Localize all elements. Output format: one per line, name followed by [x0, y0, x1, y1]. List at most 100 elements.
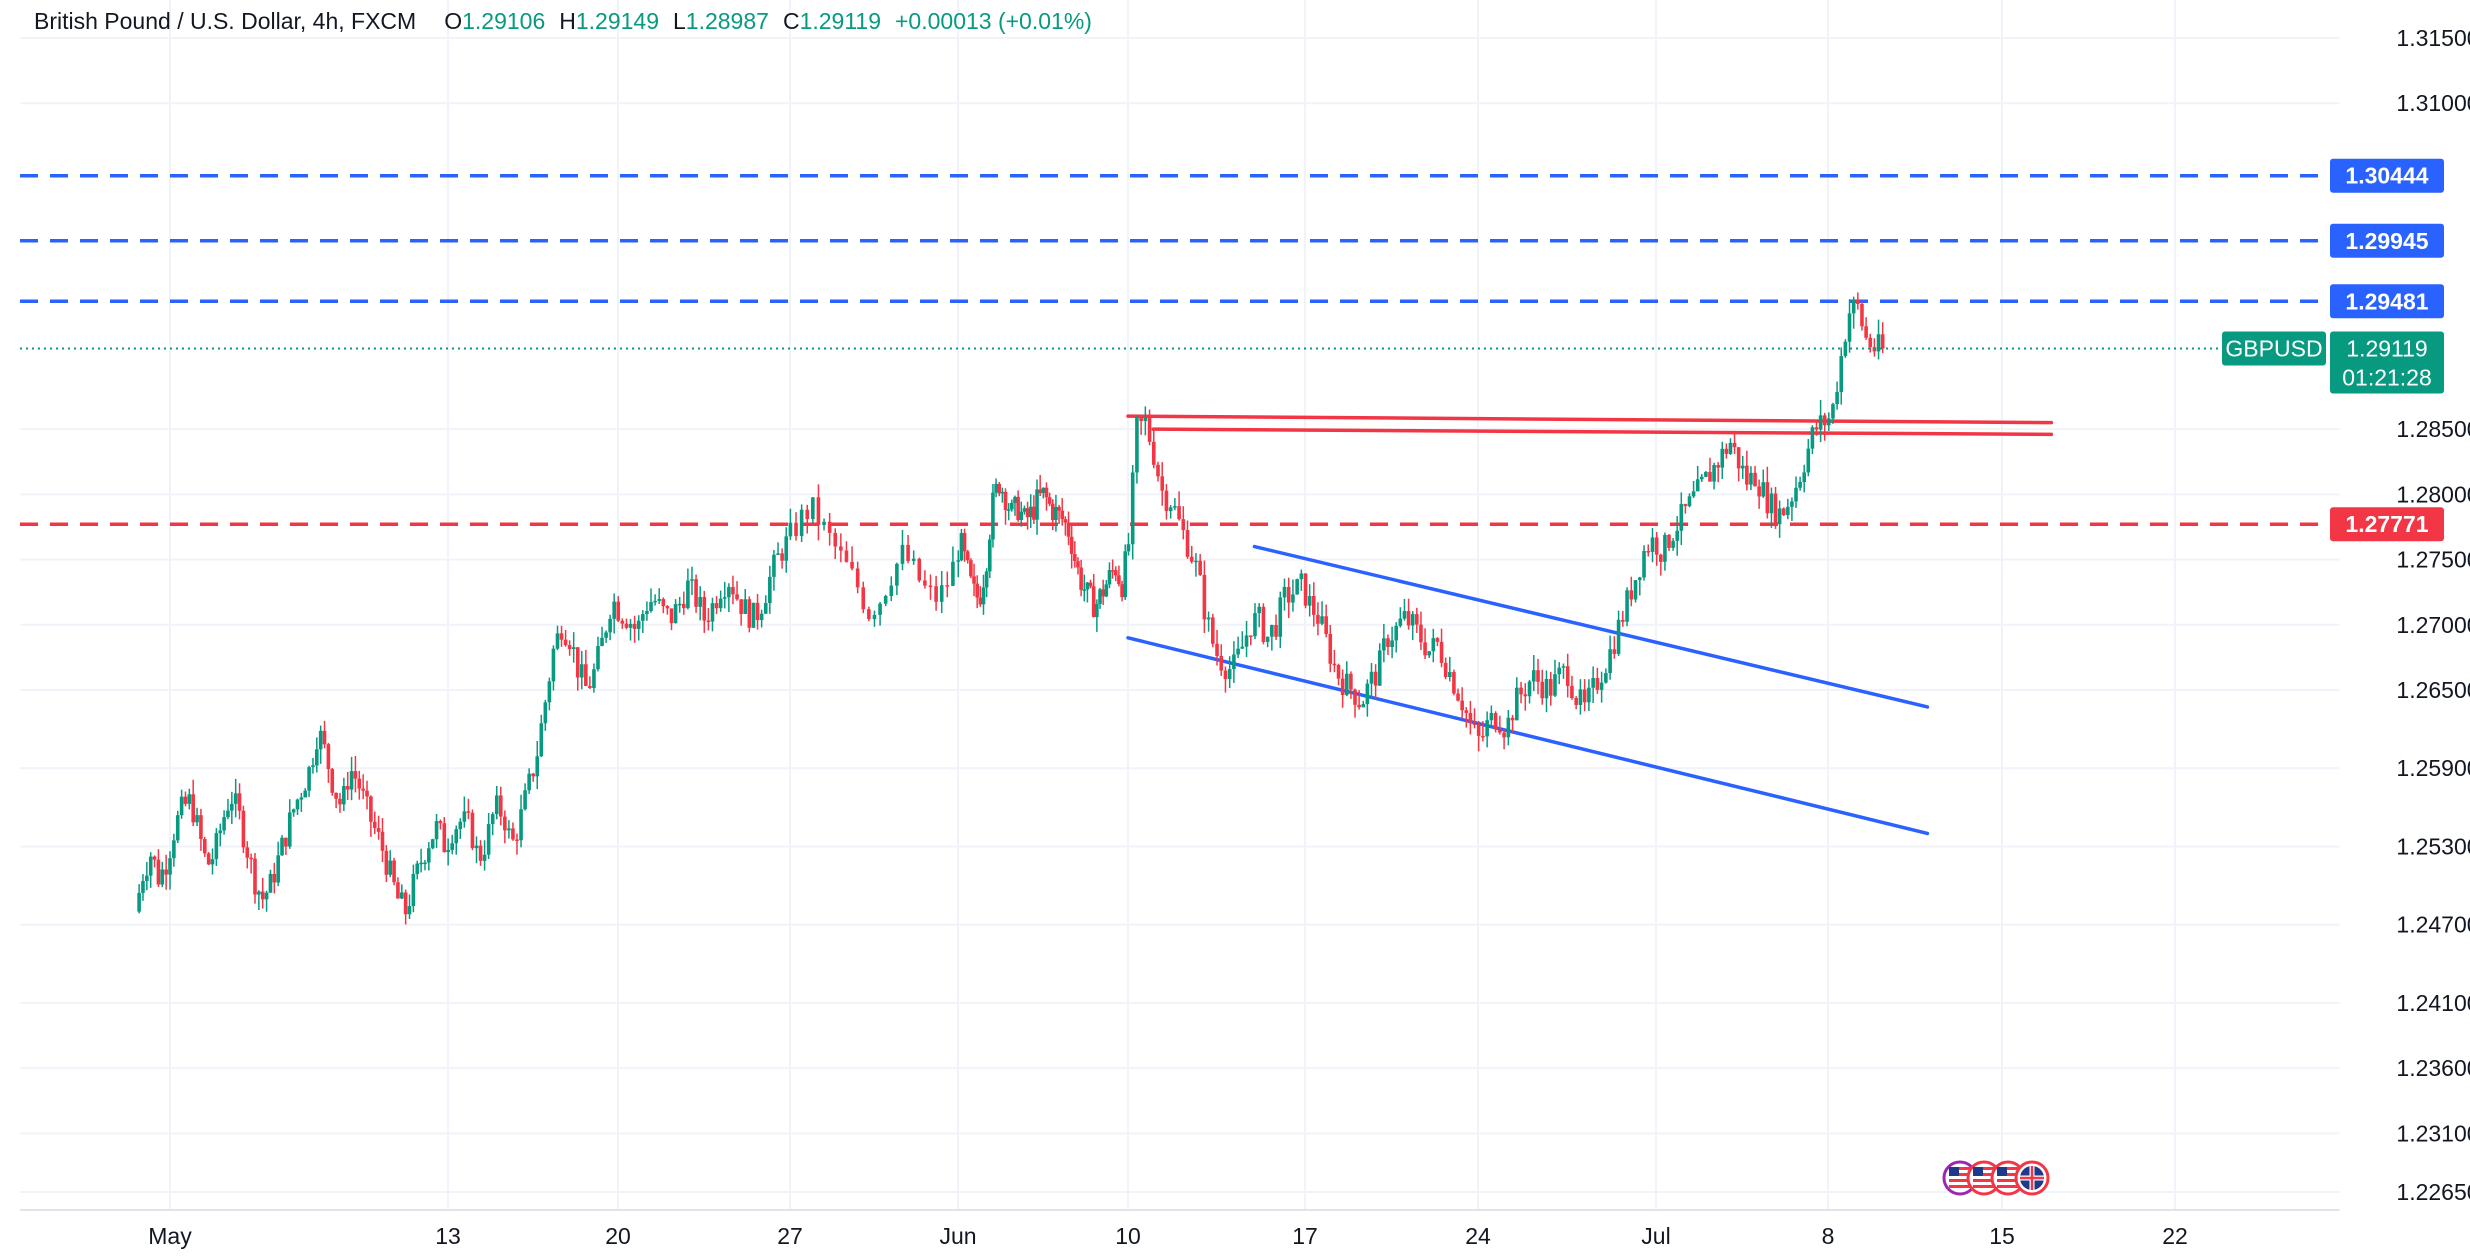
- trend-line[interactable]: [1151, 427, 2054, 437]
- candle-body: [1553, 674, 1557, 696]
- candle-body: [997, 483, 1002, 494]
- candle-body: [535, 756, 540, 777]
- candle-body: [1595, 677, 1600, 690]
- symbol-legend[interactable]: British Pound / U.S. Dollar, 4h, FXCM O …: [34, 8, 1092, 35]
- time-tick-label: 17: [1292, 1223, 1318, 1249]
- candle-body: [1047, 497, 1052, 504]
- flag-stripe: [1949, 1173, 1971, 1176]
- candle-body: [751, 602, 756, 628]
- candle-body: [450, 843, 455, 850]
- candle-body: [430, 839, 435, 849]
- candle-body: [264, 892, 269, 900]
- candle-body: [195, 815, 199, 823]
- time-tick-label: May: [148, 1223, 192, 1249]
- candle-body: [1336, 664, 1341, 679]
- trend-lines[interactable]: [1126, 414, 2054, 836]
- candle-body: [1000, 491, 1005, 494]
- candle-body: [710, 603, 715, 622]
- candle-body: [403, 892, 408, 915]
- candle-body: [218, 830, 223, 834]
- candle-body: [747, 599, 752, 628]
- candle-body: [850, 561, 854, 569]
- candle-body: [1382, 638, 1386, 651]
- candle-body: [299, 797, 304, 800]
- flag-canton: [1997, 1167, 2007, 1176]
- candle-body: [1390, 640, 1394, 648]
- candle-body: [1720, 448, 1725, 468]
- candle-body: [1117, 575, 1121, 585]
- candle-body: [1282, 586, 1287, 598]
- price-badges: 1.30444 1.29945 1.29481 1.27771 GBPUSD 1.2911…: [2222, 158, 2444, 542]
- horizontal-levels[interactable]: [20, 173, 2330, 526]
- candle-body: [1612, 649, 1617, 654]
- candle-body: [183, 796, 188, 804]
- price-tick-label: 1.24700: [2396, 912, 2470, 938]
- candle-body: [965, 551, 970, 561]
- candle-body: [1223, 670, 1228, 680]
- price-axis[interactable]: 1.31500 1.31000 1.28500 1.28000 1.27500 1.270…: [2396, 25, 2470, 1205]
- candle-body: [543, 702, 548, 724]
- candle-body: [1485, 720, 1489, 737]
- event-icons[interactable]: [1942, 1160, 2050, 1196]
- candle-body: [1085, 582, 1090, 590]
- candle-body: [233, 793, 238, 804]
- candle-body: [718, 598, 723, 609]
- trend-line[interactable]: [1252, 544, 1930, 709]
- candle-body: [1818, 415, 1823, 430]
- candle-body: [1659, 554, 1663, 562]
- candle-body: [1749, 472, 1753, 485]
- last-price-badge: [2330, 331, 2444, 394]
- time-axis[interactable]: May 13 20 27 Jun 10 17 24 Jul 8 15 22: [148, 1223, 2188, 1249]
- candle-body: [1699, 476, 1704, 480]
- candle-body: [1123, 551, 1128, 598]
- candle-body: [1683, 504, 1688, 507]
- candle-body: [191, 794, 195, 823]
- candle-body: [883, 595, 888, 604]
- candle-body: [1202, 574, 1207, 620]
- candle-body: [1402, 611, 1407, 619]
- flag-icon-us[interactable]: [1966, 1160, 2002, 1196]
- candle-body: [1415, 614, 1419, 625]
- flag-icon-gb[interactable]: [2014, 1160, 2050, 1196]
- candle-body: [1468, 712, 1473, 724]
- candle-body: [934, 586, 938, 602]
- candle-body: [1013, 496, 1017, 503]
- level-price-badge: [2330, 284, 2444, 319]
- flag-icon-us[interactable]: [1990, 1160, 2026, 1196]
- candle-body: [1431, 638, 1436, 652]
- candle-body: [1460, 700, 1464, 711]
- candle-body: [1211, 617, 1215, 644]
- candle-body: [257, 891, 261, 895]
- candle-body: [628, 623, 633, 628]
- time-tick-label: 24: [1465, 1223, 1491, 1249]
- candle-body: [951, 561, 955, 586]
- candle-body: [567, 645, 572, 649]
- candle-body: [1406, 611, 1411, 626]
- candle-body: [1156, 464, 1160, 477]
- trend-line[interactable]: [1126, 636, 1930, 836]
- time-tick-label: 10: [1115, 1223, 1141, 1249]
- candle-body: [1578, 689, 1583, 705]
- price-tick-label: 1.31000: [2396, 90, 2470, 116]
- candle-body: [1164, 490, 1169, 512]
- candle-body: [872, 614, 877, 620]
- candle-body: [1856, 299, 1860, 304]
- candle-body: [945, 585, 950, 587]
- candle-body: [179, 796, 184, 816]
- candle-body: [168, 858, 172, 875]
- candle-body: [1265, 636, 1270, 642]
- candle-body: [156, 859, 161, 885]
- candle-body: [307, 767, 311, 791]
- trend-line[interactable]: [1126, 414, 2054, 425]
- candle-body: [1745, 465, 1749, 485]
- candle-body: [490, 814, 495, 825]
- symbol-tag: [2222, 331, 2326, 366]
- candle-body: [1582, 689, 1587, 703]
- candle-body: [1160, 476, 1165, 491]
- candle-body: [959, 533, 964, 561]
- candle-body: [1814, 427, 1819, 430]
- candle-body: [474, 845, 479, 849]
- candle-body: [345, 786, 350, 790]
- candle-body: [1679, 504, 1684, 531]
